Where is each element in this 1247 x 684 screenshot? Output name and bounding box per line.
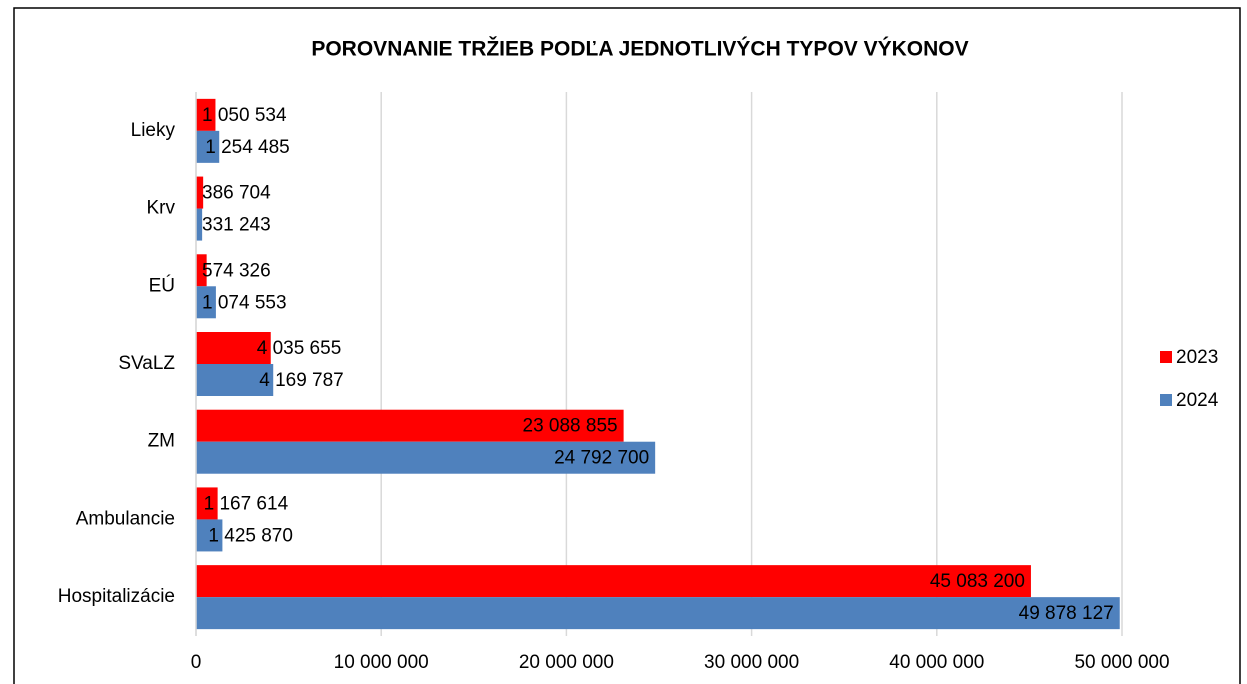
data-label: 1 254 485 [205, 137, 290, 158]
bar [196, 597, 1120, 630]
x-tick-label: 30 000 000 [704, 652, 799, 673]
frame [13, 7, 1241, 684]
bar [196, 176, 204, 209]
legend-swatch [1160, 394, 1172, 406]
data-label: 1 050 534 [202, 105, 287, 126]
bar [196, 441, 656, 474]
bar [196, 565, 1031, 598]
legend-swatch [1160, 351, 1172, 363]
bar [196, 487, 218, 520]
data-label: 1 074 553 [202, 292, 287, 313]
data-label: 4 169 787 [259, 370, 344, 391]
y-tick-label: Lieky [131, 120, 176, 141]
bar [196, 286, 216, 319]
data-label: 386 704 [202, 183, 271, 204]
bar [196, 208, 203, 241]
bar [196, 519, 223, 552]
data-label: 45 083 200 [930, 571, 1025, 592]
x-tick-label: 10 000 000 [334, 652, 429, 673]
bar [196, 254, 207, 287]
data-label: 23 088 855 [523, 416, 618, 437]
legend-label: 2023 [1176, 347, 1218, 368]
y-tick-label: ZM [148, 431, 175, 452]
x-tick-label: 20 000 000 [519, 652, 614, 673]
y-tick-label: Ambulancie [76, 508, 175, 529]
data-label: 49 878 127 [1019, 603, 1114, 624]
y-tick-label: Krv [147, 198, 176, 219]
y-tick-label: EÚ [149, 274, 175, 296]
data-label: 4 035 655 [257, 338, 342, 359]
data-label: 1 425 870 [208, 525, 293, 546]
bar [196, 98, 216, 131]
data-label: 331 243 [202, 215, 271, 236]
bar [196, 364, 274, 396]
y-tick-label: SVaLZ [118, 353, 175, 374]
x-tick-label: 40 000 000 [889, 652, 984, 673]
x-tick-label: 50 000 000 [1074, 652, 1169, 673]
bar [196, 332, 271, 364]
bar [196, 130, 220, 163]
y-tick-label: Hospitalizácie [58, 586, 175, 607]
data-label: 1 167 614 [204, 493, 289, 514]
chart-title: POROVNANIE TRŽIEB PODĽA JEDNOTLIVÝCH TYP… [311, 37, 968, 61]
data-label: 574 326 [202, 260, 271, 281]
data-label: 24 792 700 [554, 448, 649, 469]
x-tick-label: 0 [191, 652, 202, 673]
legend-label: 2024 [1176, 390, 1219, 411]
bar [196, 409, 624, 442]
